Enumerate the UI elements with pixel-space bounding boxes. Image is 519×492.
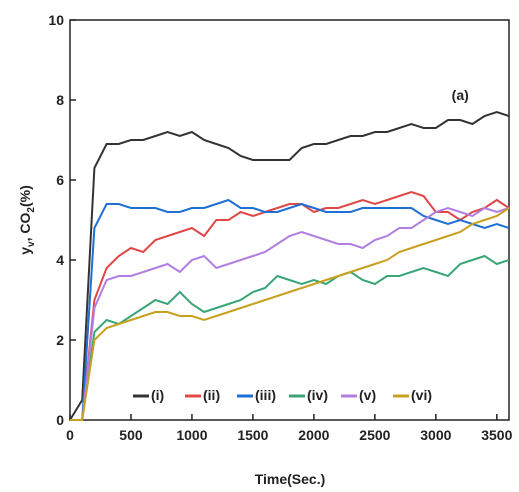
y-tick-label: 10 — [48, 12, 64, 28]
series-line — [70, 207, 510, 421]
y-label-part: (%) — [17, 185, 33, 207]
y-label-part: y — [17, 247, 33, 255]
series-line — [69, 110, 510, 421]
y-axis-label: yv, CO2(%) — [17, 185, 37, 254]
legend-label: (iii) — [255, 387, 276, 403]
x-tick-label: 3000 — [420, 427, 451, 443]
plot-frame — [69, 19, 510, 421]
x-tick-label: 1000 — [176, 427, 207, 443]
series-line — [70, 206, 510, 421]
series-line — [70, 254, 510, 421]
y-tick-label: 8 — [56, 92, 64, 108]
y-label-part: 2 — [26, 207, 37, 213]
x-tick-label: 3500 — [481, 427, 512, 443]
y-tick-label: 4 — [56, 252, 64, 268]
legend-label: (v) — [359, 387, 376, 403]
y-tick-label: 2 — [56, 332, 64, 348]
y-tick-label: 0 — [56, 412, 64, 428]
annotation: (a) — [452, 87, 469, 103]
series-line — [70, 198, 510, 421]
x-tick-label: 2000 — [298, 427, 329, 443]
legend-label: (iv) — [307, 387, 328, 403]
x-tick-label: 2500 — [359, 427, 390, 443]
x-tick-label: 1500 — [237, 427, 268, 443]
legend-label: (i) — [151, 387, 164, 403]
legend-label: (vi) — [411, 387, 432, 403]
x-tick-label: 0 — [66, 427, 74, 443]
series-line — [70, 190, 510, 421]
y-label-part: , CO — [17, 212, 33, 241]
x-axis-label: Time(Sec.) — [255, 471, 326, 487]
y-label-part: v — [26, 241, 37, 247]
x-tick-label: 500 — [119, 427, 143, 443]
y-tick-label: 6 — [56, 172, 64, 188]
legend-label: (ii) — [203, 387, 220, 403]
